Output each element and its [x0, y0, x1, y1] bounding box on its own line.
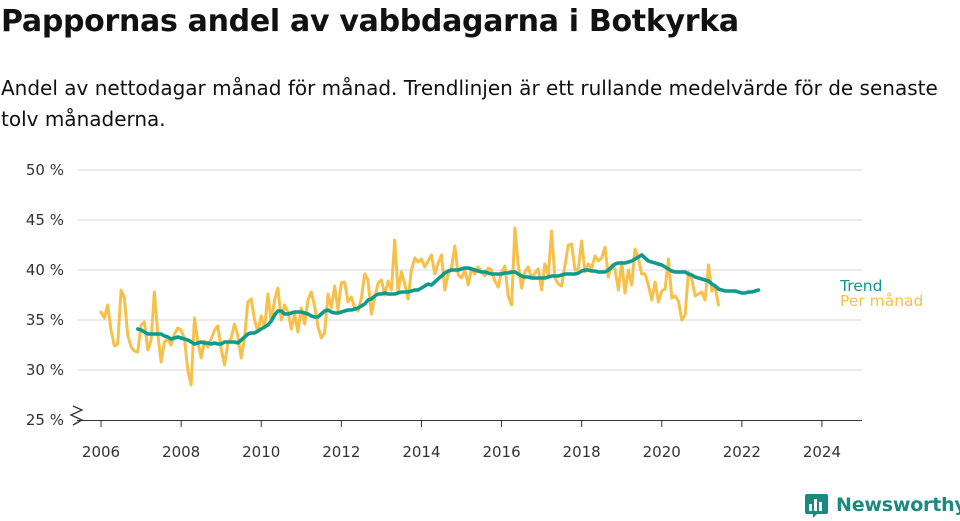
bar-chart-icon [805, 493, 828, 518]
gridlines [77, 169, 862, 371]
x-tick-label: 2010 [242, 443, 280, 461]
x-tick-label: 2022 [723, 443, 761, 461]
axis-break-icon [69, 405, 84, 426]
monthly-label: Per månad [840, 292, 923, 310]
x-tick-label: 2014 [402, 443, 440, 461]
x-tick-label: 2016 [482, 443, 520, 461]
x-tick-label: 2006 [82, 443, 120, 461]
monthly-line [99, 226, 720, 387]
axis-break-zigzag [69, 405, 84, 426]
brand-name: Newsworthy [836, 494, 960, 516]
chart-title: Pappornas andel av vabbdagarna i Botkyrk… [1, 4, 739, 39]
trend-label: Trend [839, 277, 882, 295]
chart-subtitle: Andel av nettodagar månad för månad. Tre… [1, 76, 938, 131]
y-tick-label: 40 % [26, 261, 64, 279]
y-tick-label: 25 % [26, 411, 64, 429]
series-lines [99, 226, 761, 387]
y-tick-label: 50 % [26, 161, 64, 179]
x-tick-label: 2020 [643, 443, 681, 461]
x-tick-label: 2024 [803, 443, 841, 461]
y-tick-label: 30 % [26, 361, 64, 379]
trend-line [136, 253, 761, 346]
x-tick-label: 2018 [563, 443, 601, 461]
x-tick-label: 2008 [162, 443, 200, 461]
y-tick-label: 45 % [26, 211, 64, 229]
x-tick-label: 2012 [322, 443, 360, 461]
y-tick-label: 35 % [26, 311, 64, 329]
x-axis: 2006 2008 2010 2012 2014 2016 2018 2020 2022 2024 [77, 420, 862, 461]
y-axis-ticks: 25 % 30 % 35 % 40 % 45 % 50 % [26, 161, 64, 429]
brand-logo: Newsworthy [804, 489, 960, 521]
